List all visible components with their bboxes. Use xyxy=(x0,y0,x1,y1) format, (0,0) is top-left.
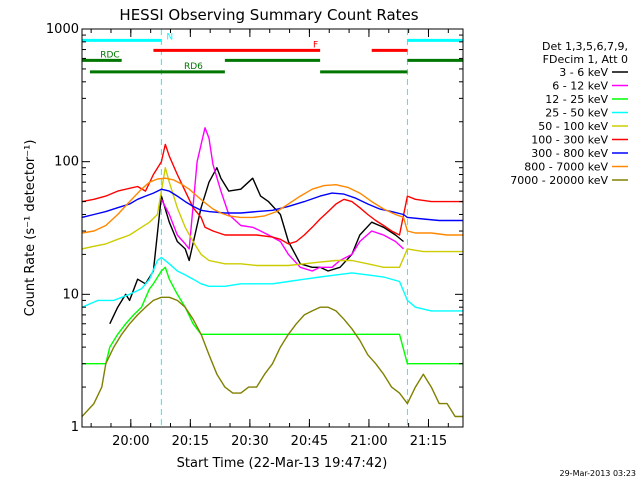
timestamp: 29-Mar-2013 03:23 xyxy=(560,469,637,478)
legend: Det 1,3,5,6,7,9,FDecim 1, Att 03 - 6 keV… xyxy=(510,40,628,187)
plot-inner xyxy=(82,29,463,427)
legend-label-2: 6 - 12 keV xyxy=(552,80,608,93)
legend-header-2: FDecim 1, Att 0 xyxy=(543,53,628,66)
axes: 20:00 20:15 20:30 20:45 21:00 21:15 1 10 100 1000 xyxy=(46,22,463,449)
x-tick-label-3: 20:30 xyxy=(231,434,268,449)
y-tick-label-4: 1000 xyxy=(46,22,79,37)
x-tick-label-4: 20:45 xyxy=(291,434,328,449)
legend-label-7: 300 - 800 keV xyxy=(531,147,608,160)
series-line-5 xyxy=(82,166,463,268)
legend-label-1: 3 - 6 keV xyxy=(559,66,608,79)
series-line-4 xyxy=(82,256,463,312)
plot-frame xyxy=(81,28,464,428)
series-line-6 xyxy=(82,143,463,245)
legend-label-6: 100 - 300 keV xyxy=(531,134,608,147)
series-line-8 xyxy=(82,177,463,236)
legend-label-8: 800 - 7000 keV xyxy=(524,161,608,174)
x-tick-label-2: 20:15 xyxy=(172,434,209,449)
plot-area: N F RDC RD6 xyxy=(82,29,463,427)
series-line-3 xyxy=(82,266,463,365)
y-tick-label-2: 10 xyxy=(62,287,79,302)
x-tick-label-1: 20:00 xyxy=(112,434,149,449)
legend-label-4: 25 - 50 keV xyxy=(545,107,608,120)
legend-label-5: 50 - 100 keV xyxy=(538,120,608,133)
y-axis-label: Count Rate (s⁻¹ detector⁻¹) xyxy=(23,140,38,317)
series-line-9 xyxy=(82,296,463,418)
x-tick-label-6: 21:15 xyxy=(410,434,447,449)
y-tick-label-1: 1 xyxy=(71,420,79,435)
x-tick-label-5: 21:00 xyxy=(350,434,387,449)
x-axis-label: Start Time (22-Mar-13 19:47:42) xyxy=(177,456,388,471)
flag-label-rdc: RDC xyxy=(100,50,119,60)
chart-title: HESSI Observing Summary Count Rates xyxy=(119,6,418,24)
legend-label-3: 12 - 25 keV xyxy=(545,93,608,106)
flag-label-f: F xyxy=(313,40,318,50)
series-line-2 xyxy=(160,127,404,272)
y-tick-label-3: 100 xyxy=(54,155,79,170)
flag-label-rd6: RD6 xyxy=(184,62,203,72)
legend-label-9: 7000 - 20000 keV xyxy=(510,174,608,187)
legend-header-1: Det 1,3,5,6,7,9, xyxy=(542,40,628,53)
flag-label-n: N xyxy=(166,32,173,42)
